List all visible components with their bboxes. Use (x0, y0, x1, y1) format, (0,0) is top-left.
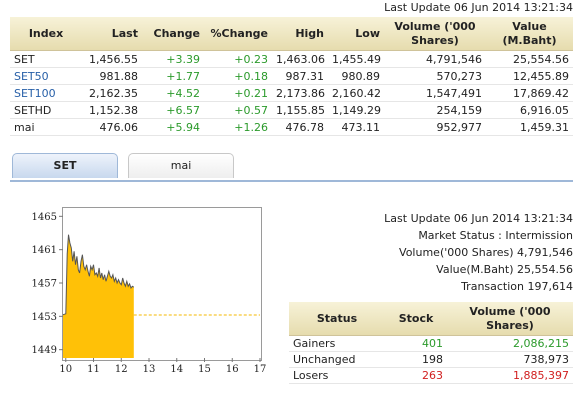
breadth-table-header: Status Stock Volume ('000 Shares) (289, 302, 573, 336)
x-tick-label: 15 (198, 364, 211, 375)
col-header-stock: Stock (385, 302, 447, 336)
tab-mai[interactable]: mai (128, 153, 234, 178)
change-value: +3.39 (142, 50, 204, 68)
status-volume: 1,885,397 (447, 367, 573, 384)
summary-transaction: Transaction 197,614 (461, 280, 573, 293)
high-value: 2,173.86 (272, 84, 328, 102)
last-value: 476.06 (82, 118, 142, 136)
table-row: SETHD 1,152.38 +6.57 +0.57 1,155.85 1,14… (10, 101, 573, 119)
col-header-index: Index (10, 17, 82, 51)
x-tick-label: 13 (143, 364, 156, 375)
high-value: 1,155.85 (272, 101, 328, 119)
x-tick-label: 16 (226, 364, 239, 375)
index-name: mai (10, 118, 82, 136)
stock-count: 263 (385, 367, 447, 384)
high-value: 1,463.06 (272, 50, 328, 68)
col-header-pct-change: %Change (204, 17, 272, 51)
x-tick-label: 14 (170, 364, 183, 375)
value-value: 1,459.31 (486, 118, 573, 136)
y-tick-label: 1457 (32, 279, 57, 290)
market-summary: Last Update 06 Jun 2014 13:21:34 Market … (384, 210, 573, 295)
last-value: 981.88 (82, 67, 142, 85)
status-name: Unchanged (289, 351, 385, 368)
index-name: SETHD (10, 101, 82, 119)
index-table: Index Last Change %Change High Low Volum… (10, 17, 573, 136)
col-header-value: Value (M.Baht) (486, 17, 573, 51)
value-value: 25,554.56 (486, 50, 573, 68)
change-value: +1.77 (142, 67, 204, 85)
table-row: Losers 263 1,885,397 (289, 367, 573, 384)
table-row: SET50 981.88 +1.77 +0.18 987.31 980.89 5… (10, 67, 573, 85)
last-value: 1,456.55 (82, 50, 142, 68)
status-volume: 2,086,215 (447, 335, 573, 352)
col-header-volume: Volume ('000 Shares) (384, 17, 486, 51)
status-volume: 738,973 (447, 351, 573, 368)
col-header-last: Last (82, 17, 142, 51)
status-name: Gainers (289, 335, 385, 352)
summary-value: Value(M.Baht) 25,554.56 (436, 263, 573, 276)
col-header-breadth-volume: Volume ('000 Shares) (447, 302, 573, 336)
value-value: 6,916.05 (486, 101, 573, 119)
status-name: Losers (289, 367, 385, 384)
low-value: 980.89 (328, 67, 384, 85)
high-value: 476.78 (272, 118, 328, 136)
y-tick-label: 1449 (32, 345, 57, 356)
high-value: 987.31 (272, 67, 328, 85)
low-value: 2,160.42 (328, 84, 384, 102)
value-value: 17,869.42 (486, 84, 573, 102)
volume-value: 1,547,491 (384, 84, 486, 102)
y-tick-label: 1465 (32, 212, 57, 223)
change-value: +6.57 (142, 101, 204, 119)
market-status: Market Status : Intermission (418, 229, 573, 242)
low-value: 1,149.29 (328, 101, 384, 119)
col-header-high: High (272, 17, 328, 51)
table-row: SET 1,456.55 +3.39 +0.23 1,463.06 1,455.… (10, 50, 573, 68)
tab-set[interactable]: SET (12, 153, 118, 178)
stock-count: 198 (385, 351, 447, 368)
col-header-status: Status (289, 302, 385, 336)
market-tabs: SET mai (10, 152, 573, 182)
table-row: mai 476.06 +5.94 +1.26 476.78 473.11 952… (10, 118, 573, 136)
table-row: Gainers 401 2,086,215 (289, 335, 573, 352)
x-tick-label: 10 (59, 364, 72, 375)
index-name: SET (10, 50, 82, 68)
volume-value: 570,273 (384, 67, 486, 85)
summary-volume: Volume('000 Shares) 4,791,546 (399, 246, 573, 259)
value-value: 12,455.89 (486, 67, 573, 85)
change-value: +4.52 (142, 84, 204, 102)
y-tick-label: 1461 (32, 245, 57, 256)
y-tick-label: 1453 (32, 312, 57, 323)
index-link-set100[interactable]: SET100 (10, 84, 82, 102)
table-row: SET100 2,162.35 +4.52 +0.21 2,173.86 2,1… (10, 84, 573, 102)
market-breadth-table: Status Stock Volume ('000 Shares) Gainer… (289, 302, 573, 384)
intraday-chart-frame (62, 207, 262, 361)
change-value: +5.94 (142, 118, 204, 136)
volume-value: 952,977 (384, 118, 486, 136)
pct-change-value: +0.18 (204, 67, 272, 85)
low-value: 1,455.49 (328, 50, 384, 68)
x-tick-label: 11 (87, 364, 100, 375)
col-header-change: Change (142, 17, 204, 51)
last-value: 2,162.35 (82, 84, 142, 102)
col-header-low: Low (328, 17, 384, 51)
last-value: 1,152.38 (82, 101, 142, 119)
pct-change-value: +1.26 (204, 118, 272, 136)
table-row: Unchanged 198 738,973 (289, 351, 573, 368)
index-link-set50[interactable]: SET50 (10, 67, 82, 85)
pct-change-value: +0.57 (204, 101, 272, 119)
last-update-timestamp: Last Update 06 Jun 2014 13:21:34 (384, 1, 573, 14)
stock-count: 401 (385, 335, 447, 352)
low-value: 473.11 (328, 118, 384, 136)
volume-value: 254,159 (384, 101, 486, 119)
summary-last-update: Last Update 06 Jun 2014 13:21:34 (384, 212, 573, 225)
volume-value: 4,791,546 (384, 50, 486, 68)
index-table-header: Index Last Change %Change High Low Volum… (10, 17, 573, 51)
x-tick-label: 12 (115, 364, 128, 375)
pct-change-value: +0.21 (204, 84, 272, 102)
x-tick-label: 17 (254, 364, 267, 375)
pct-change-value: +0.23 (204, 50, 272, 68)
